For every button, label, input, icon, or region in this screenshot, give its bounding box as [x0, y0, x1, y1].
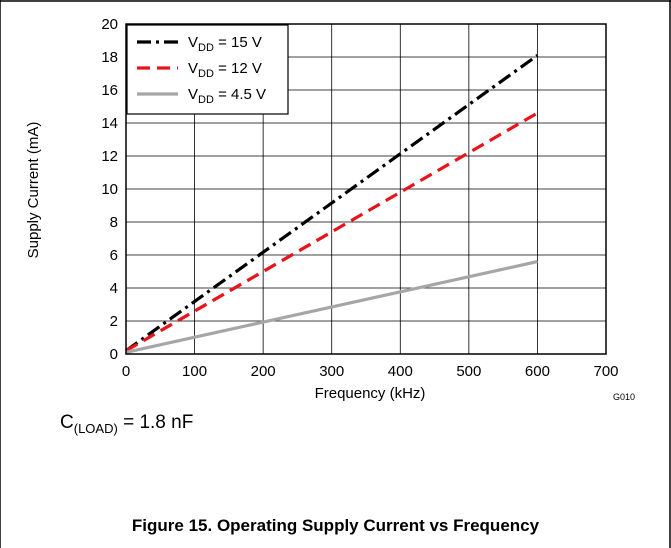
y-tick-label: 6 [110, 247, 118, 264]
legend-label: VDD = 4.5 V [188, 86, 266, 106]
y-tick-label: 0 [110, 346, 118, 363]
plot-area [125, 23, 607, 355]
figure-caption: Figure 15. Operating Supply Current vs F… [131, 516, 540, 535]
x-tick-labels: 0 100 200 300 400 500 600 700 [122, 363, 619, 380]
y-tick-label: 8 [110, 214, 118, 231]
y-tick-label: 4 [110, 280, 118, 297]
y-tick-label: 14 [101, 115, 118, 132]
x-tick-label: 0 [122, 363, 130, 380]
load-capacitance-note: C(LOAD) = 1.8 nF [60, 412, 194, 436]
legend-label: VDD = 12 V [188, 60, 262, 80]
x-tick-label: 600 [525, 363, 550, 380]
x-tick-label: 500 [456, 363, 481, 380]
legend-box [126, 24, 289, 115]
y-tick-label: 16 [101, 82, 118, 99]
y-tick-label: 18 [101, 49, 118, 66]
y-tick-label: 2 [110, 313, 118, 330]
legend-label: VDD = 15 V [188, 34, 262, 54]
x-axis-label: Frequency (kHz) [315, 385, 426, 402]
y-tick-label: 12 [101, 148, 118, 165]
y-axis-label: Supply Current (mA) [25, 122, 42, 259]
x-tick-label: 300 [319, 363, 344, 380]
figure-code: G010 [613, 392, 635, 402]
series-group [125, 54, 539, 354]
x-tick-label: 700 [593, 363, 618, 380]
y-tick-label: 10 [101, 181, 118, 198]
legend: VDD = 15 V VDD = 12 V VDD = 4.5 V [126, 24, 289, 115]
x-tick-label: 100 [182, 363, 207, 380]
y-tick-label: 20 [101, 16, 118, 33]
x-tick-label: 200 [251, 363, 276, 380]
series-line-2 [125, 260, 538, 354]
series-line-0 [125, 54, 539, 352]
y-tick-labels: 0 2 4 6 8 10 12 14 16 18 20 [101, 16, 118, 363]
x-tick-label: 400 [388, 363, 413, 380]
